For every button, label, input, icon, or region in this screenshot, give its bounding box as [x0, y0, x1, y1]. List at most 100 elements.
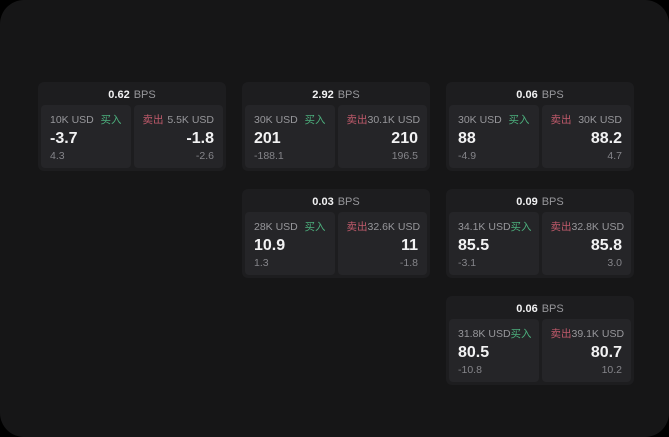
buy-sell-panels: 10K USD 买入 -3.7 4.3 卖出 5.5K USD -1.8 -2.… — [41, 105, 223, 168]
buy-sell-panels: 31.8K USD 买入 80.5 -10.8 卖出 39.1K USD 80.… — [449, 319, 631, 382]
sell-top-row: 卖出 30.1K USD — [346, 112, 421, 127]
buy-price: 201 — [254, 129, 281, 147]
quote-card: 0.09 BPS 34.1K USD 买入 85.5 -3.1 卖出 32.8K… — [446, 189, 634, 278]
buy-price: 80.5 — [458, 343, 490, 361]
buy-amount: 30K USD — [458, 113, 502, 126]
board-column: 0.62 BPS 10K USD 买入 -3.7 4.3 卖出 5.5K USD… — [38, 82, 226, 171]
sell-top-row: 卖出 32.8K USD — [550, 219, 625, 234]
buy-sub-value: -188.1 — [254, 150, 284, 163]
quote-card: 0.06 BPS 31.8K USD 买入 80.5 -10.8 卖出 39.1… — [446, 296, 634, 385]
bps-unit-label: BPS — [337, 89, 360, 101]
buy-top-row: 31.8K USD 买入 — [458, 326, 532, 341]
sell-panel[interactable]: 卖出 30K USD 88.2 4.7 — [541, 105, 631, 168]
sell-price: 210 — [391, 129, 418, 147]
sell-top-row: 卖出 39.1K USD — [550, 326, 625, 341]
bps-unit-label: BPS — [541, 196, 564, 208]
buy-sub-value: 4.3 — [50, 150, 65, 163]
buy-sub-value: 1.3 — [254, 257, 269, 270]
sell-top-row: 卖出 32.6K USD — [347, 219, 421, 234]
sell-sub-value: 4.7 — [607, 150, 622, 163]
buy-sub-value: -4.9 — [458, 150, 477, 163]
buy-top-row: 10K USD 买入 — [50, 112, 122, 127]
board-column: 2.92 BPS 30K USD 买入 201 -188.1 卖出 30.1K … — [242, 82, 430, 278]
buy-side-label: 买入 — [510, 328, 532, 340]
card-header: 0.09 BPS — [449, 192, 631, 212]
buy-side-label: 买入 — [508, 114, 530, 126]
sell-side-label: 卖出 — [346, 114, 368, 126]
buy-panel[interactable]: 34.1K USD 买入 85.5 -3.1 — [449, 212, 539, 275]
buy-panel[interactable]: 30K USD 买入 88 -4.9 — [449, 105, 539, 168]
sell-panel[interactable]: 卖出 32.8K USD 85.8 3.0 — [541, 212, 631, 275]
bps-value: 0.09 — [516, 196, 538, 208]
sell-top-row: 卖出 5.5K USD — [143, 112, 215, 127]
buy-amount: 10K USD — [50, 113, 94, 126]
sell-sub-value: 196.5 — [391, 150, 418, 163]
buy-sell-panels: 30K USD 买入 201 -188.1 卖出 30.1K USD 210 1… — [245, 105, 427, 168]
sell-sub-value: -1.8 — [399, 257, 418, 270]
bps-unit-label: BPS — [541, 303, 564, 315]
sell-price: 88.2 — [590, 129, 622, 147]
buy-price: -3.7 — [50, 129, 78, 147]
card-header: 0.62 BPS — [41, 85, 223, 105]
sell-side-label: 卖出 — [142, 114, 164, 126]
card-header: 0.06 BPS — [449, 299, 631, 319]
sell-amount: 39.1K USD — [571, 327, 625, 340]
buy-panel[interactable]: 10K USD 买入 -3.7 4.3 — [41, 105, 131, 168]
sell-side-label: 卖出 — [550, 114, 572, 126]
sell-amount: 32.8K USD — [571, 220, 625, 233]
buy-price: 10.9 — [254, 236, 286, 254]
sell-side-label: 卖出 — [550, 221, 572, 233]
bps-unit-label: BPS — [337, 196, 360, 208]
buy-sell-panels: 30K USD 买入 88 -4.9 卖出 30K USD 88.2 4.7 — [449, 105, 631, 168]
sell-panel[interactable]: 卖出 39.1K USD 80.7 10.2 — [541, 319, 631, 382]
sell-amount: 30K USD — [578, 113, 622, 126]
bps-value: 0.62 — [108, 89, 130, 101]
sell-price: -1.8 — [186, 129, 214, 147]
buy-sub-value: -3.1 — [458, 257, 477, 270]
bps-value: 0.06 — [516, 89, 538, 101]
buy-amount: 31.8K USD — [458, 327, 511, 340]
bps-value: 2.92 — [312, 89, 334, 101]
sell-sub-value: 10.2 — [601, 364, 622, 377]
buy-amount: 28K USD — [254, 220, 298, 233]
buy-side-label: 买入 — [304, 114, 326, 126]
card-header: 2.92 BPS — [245, 85, 427, 105]
buy-top-row: 28K USD 买入 — [254, 219, 326, 234]
sell-top-row: 卖出 30K USD — [551, 112, 623, 127]
quote-card: 0.06 BPS 30K USD 买入 88 -4.9 卖出 30K USD 8… — [446, 82, 634, 171]
buy-panel[interactable]: 31.8K USD 买入 80.5 -10.8 — [449, 319, 539, 382]
sell-price: 80.7 — [590, 343, 622, 361]
buy-top-row: 30K USD 买入 — [458, 112, 530, 127]
buy-amount: 30K USD — [254, 113, 298, 126]
board-column: 0.06 BPS 30K USD 买入 88 -4.9 卖出 30K USD 8… — [446, 82, 634, 385]
bps-value: 0.03 — [312, 196, 334, 208]
quote-card: 2.92 BPS 30K USD 买入 201 -188.1 卖出 30.1K … — [242, 82, 430, 171]
sell-amount: 32.6K USD — [367, 220, 421, 233]
sell-price: 85.8 — [590, 236, 622, 254]
sell-side-label: 卖出 — [550, 328, 572, 340]
sell-sub-value: 3.0 — [607, 257, 622, 270]
buy-panel[interactable]: 30K USD 买入 201 -188.1 — [245, 105, 335, 168]
buy-sell-panels: 34.1K USD 买入 85.5 -3.1 卖出 32.8K USD 85.8… — [449, 212, 631, 275]
sell-panel[interactable]: 卖出 5.5K USD -1.8 -2.6 — [133, 105, 223, 168]
sell-amount: 5.5K USD — [167, 113, 214, 126]
quote-card: 0.62 BPS 10K USD 买入 -3.7 4.3 卖出 5.5K USD… — [38, 82, 226, 171]
sell-amount: 30.1K USD — [367, 113, 421, 126]
card-header: 0.03 BPS — [245, 192, 427, 212]
buy-side-label: 买入 — [304, 221, 326, 233]
card-header: 0.06 BPS — [449, 85, 631, 105]
buy-top-row: 34.1K USD 买入 — [458, 219, 532, 234]
sell-panel[interactable]: 卖出 32.6K USD 11 -1.8 — [337, 212, 427, 275]
quote-card: 0.03 BPS 28K USD 买入 10.9 1.3 卖出 32.6K US… — [242, 189, 430, 278]
sell-sub-value: -2.6 — [195, 150, 214, 163]
buy-amount: 34.1K USD — [458, 220, 511, 233]
buy-sub-value: -10.8 — [458, 364, 482, 377]
sell-panel[interactable]: 卖出 30.1K USD 210 196.5 — [337, 105, 427, 168]
quotes-board: 0.62 BPS 10K USD 买入 -3.7 4.3 卖出 5.5K USD… — [38, 82, 634, 385]
buy-panel[interactable]: 28K USD 买入 10.9 1.3 — [245, 212, 335, 275]
buy-price: 88 — [458, 129, 476, 147]
buy-sell-panels: 28K USD 买入 10.9 1.3 卖出 32.6K USD 11 -1.8 — [245, 212, 427, 275]
buy-top-row: 30K USD 买入 — [254, 112, 326, 127]
